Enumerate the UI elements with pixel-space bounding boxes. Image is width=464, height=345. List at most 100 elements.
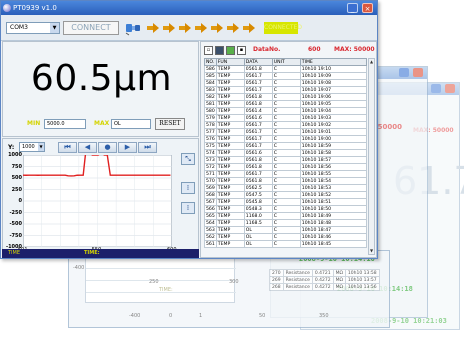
table-cell: Resistance bbox=[282, 283, 313, 291]
table-cell: 573 bbox=[204, 156, 217, 164]
table-cell: OL bbox=[243, 226, 273, 234]
table-cell: 583 bbox=[204, 86, 217, 94]
table-cell: 0561.7 bbox=[243, 142, 273, 150]
table-row[interactable]: 565 TEMP 1168.0 C 10h10 18:49 bbox=[204, 212, 368, 220]
table-cell: 268 bbox=[269, 283, 284, 291]
table-row[interactable]: 570 TEMP 0561.8 C 10h10 18:54 bbox=[204, 177, 368, 185]
table-row[interactable]: 578 TEMP 0561.7 C 10h10 19:02 bbox=[204, 121, 368, 129]
table-row[interactable]: 571 TEMP 0561.7 C 10h10 18:55 bbox=[204, 170, 368, 178]
table-cell: TEMP bbox=[215, 240, 245, 248]
table-cell: 0561.8 bbox=[243, 100, 273, 108]
table-cell: 570 bbox=[204, 177, 217, 185]
background-axis-label: 300 bbox=[229, 279, 239, 285]
table-cell: 0.4272 bbox=[311, 283, 334, 291]
table-cell: 0561.8 bbox=[243, 177, 273, 185]
table-cell: TEMP bbox=[215, 177, 245, 185]
table-cell: 0561.7 bbox=[243, 72, 273, 80]
y-scale-label: Y: bbox=[8, 144, 15, 151]
table-cell: 10h10 19:09 bbox=[299, 72, 368, 80]
table-cell: TEMP bbox=[215, 205, 245, 213]
column-header[interactable]: UNIT bbox=[271, 58, 301, 66]
table-cell: TEMP bbox=[215, 86, 245, 94]
table-row[interactable]: 586 TEMP 0561.8 C 10h10 19:10 bbox=[204, 65, 368, 73]
port-select[interactable]: COM3 ▼ bbox=[6, 22, 60, 34]
table-cell: Resistance bbox=[282, 269, 313, 277]
last-page-button[interactable]: ⏭ bbox=[138, 142, 157, 153]
background-mini-table: 270 Resistance 0.4721 MΩ 10h10 13:58 269… bbox=[269, 269, 380, 291]
table-row[interactable]: 583 TEMP 0561.7 C 10h10 19:07 bbox=[204, 86, 368, 94]
table-cell: 572 bbox=[204, 163, 217, 171]
table-row[interactable]: 568 TEMP 0547.5 C 10h10 18:52 bbox=[204, 191, 368, 199]
table-row[interactable]: 581 TEMP 0561.8 C 10h10 19:05 bbox=[204, 100, 368, 108]
table-cell: 575 bbox=[204, 142, 217, 150]
table-row[interactable]: 564 TEMP 1168.5 C 10h10 18:48 bbox=[204, 219, 368, 227]
export-icon[interactable] bbox=[226, 46, 235, 55]
y-tick-label: 1000 bbox=[8, 152, 22, 158]
table-cell: 0.4721 bbox=[311, 269, 334, 277]
table-row[interactable]: 572 TEMP 0561.8 C 10h10 18:56 bbox=[204, 163, 368, 171]
table-row[interactable]: 574 TEMP 0561.6 C 10h10 18:58 bbox=[204, 149, 368, 157]
background-max-label: X: 50000 bbox=[367, 123, 402, 131]
table-cell: 561 bbox=[204, 240, 217, 248]
table-cell: C bbox=[271, 191, 301, 199]
previous-button[interactable]: ◀ bbox=[78, 142, 97, 153]
gridline bbox=[86, 292, 236, 293]
table-cell: C bbox=[271, 114, 301, 122]
data-flow-indicator bbox=[147, 23, 255, 33]
y-scale-select[interactable]: 1000 ▼ bbox=[19, 142, 45, 152]
column-header[interactable]: TIME bbox=[299, 58, 368, 66]
table-row[interactable]: 563 TEMP OL C 10h10 18:47 bbox=[204, 226, 368, 234]
table-cell: C bbox=[271, 226, 301, 234]
connect-button[interactable]: CONNECT bbox=[63, 21, 119, 35]
table-row[interactable]: 573 TEMP 0561.8 C 10h10 18:57 bbox=[204, 156, 368, 164]
table-cell: TEMP bbox=[215, 72, 245, 80]
table-cell: 270 bbox=[269, 269, 284, 277]
table-cell: TEMP bbox=[215, 100, 245, 108]
title-bar[interactable]: PT0939 v1.0 _ × bbox=[1, 1, 377, 15]
column-header[interactable]: FUN bbox=[215, 58, 245, 66]
table-row[interactable]: 582 TEMP 0561.8 C 10h10 19:06 bbox=[204, 93, 368, 101]
print-icon[interactable]: ▪ bbox=[237, 46, 246, 55]
table-cell: 10h10 19:01 bbox=[299, 128, 368, 136]
table-cell: 10h10 19:04 bbox=[299, 107, 368, 115]
minimize-button[interactable]: _ bbox=[347, 3, 358, 13]
table-cell: TEMP bbox=[215, 135, 245, 143]
table-row[interactable]: 567 TEMP 0545.8 C 10h10 18:51 bbox=[204, 198, 368, 206]
table-row[interactable]: 561 TEMP OL C 10h10 18:45 bbox=[204, 240, 368, 248]
table-row[interactable]: 584 TEMP 0561.7 C 10h10 19:08 bbox=[204, 79, 368, 87]
compress-vertical-button[interactable]: ⁞ bbox=[181, 202, 195, 214]
column-header[interactable]: NO. bbox=[204, 58, 217, 66]
table-row[interactable]: 576 TEMP 0561.7 C 10h10 19:00 bbox=[204, 135, 368, 143]
trend-chart bbox=[23, 155, 172, 247]
new-file-icon[interactable]: ▫ bbox=[204, 46, 213, 55]
scroll-down-icon[interactable]: ▼ bbox=[369, 248, 374, 253]
max-records-label: MAX: 50000 bbox=[334, 46, 375, 53]
center-button[interactable]: ● bbox=[98, 142, 117, 153]
close-button[interactable]: × bbox=[362, 3, 373, 13]
max-value-field: OL bbox=[111, 119, 151, 129]
column-header[interactable]: DATA bbox=[243, 58, 273, 66]
reset-button[interactable]: RESET bbox=[155, 118, 185, 130]
table-cell: 567 bbox=[204, 198, 217, 206]
first-page-button[interactable]: ⏮ bbox=[58, 142, 77, 153]
table-row[interactable]: 562 TEMP OL C 10h10 18:46 bbox=[204, 233, 368, 241]
next-button[interactable]: ▶ bbox=[118, 142, 137, 153]
arrow-right-icon bbox=[211, 23, 223, 33]
table-row[interactable]: 585 TEMP 0561.7 C 10h10 19:09 bbox=[204, 72, 368, 80]
save-icon[interactable] bbox=[215, 46, 224, 55]
table-cell: 10h10 18:52 bbox=[299, 191, 368, 199]
scroll-up-icon[interactable]: ▲ bbox=[369, 59, 374, 64]
table-row[interactable]: 579 TEMP 0561.6 C 10h10 19:03 bbox=[204, 114, 368, 122]
minimize-icon bbox=[431, 84, 441, 93]
table-scrollbar[interactable]: ▲ ▼ bbox=[368, 58, 375, 255]
table-row[interactable]: 577 TEMP 0561.7 C 10h10 19:01 bbox=[204, 128, 368, 136]
table-row[interactable]: 569 TEMP 0562.5 C 10h10 18:53 bbox=[204, 184, 368, 192]
table-row[interactable]: 575 TEMP 0561.7 C 10h10 18:59 bbox=[204, 142, 368, 150]
expand-vertical-button[interactable]: ⁞ bbox=[181, 182, 195, 194]
data-number-label: DataNo. bbox=[253, 46, 281, 53]
table-row: 268 Resistance 0.4272 MΩ 10h10 13:56 bbox=[269, 283, 380, 291]
time-label: TIME: bbox=[84, 250, 100, 256]
zoom-tool-button[interactable]: ⤡ bbox=[181, 153, 195, 165]
table-row[interactable]: 580 TEMP 0561.4 C 10h10 19:04 bbox=[204, 107, 368, 115]
table-row[interactable]: 566 TEMP 0548.3 C 10h10 18:50 bbox=[204, 205, 368, 213]
